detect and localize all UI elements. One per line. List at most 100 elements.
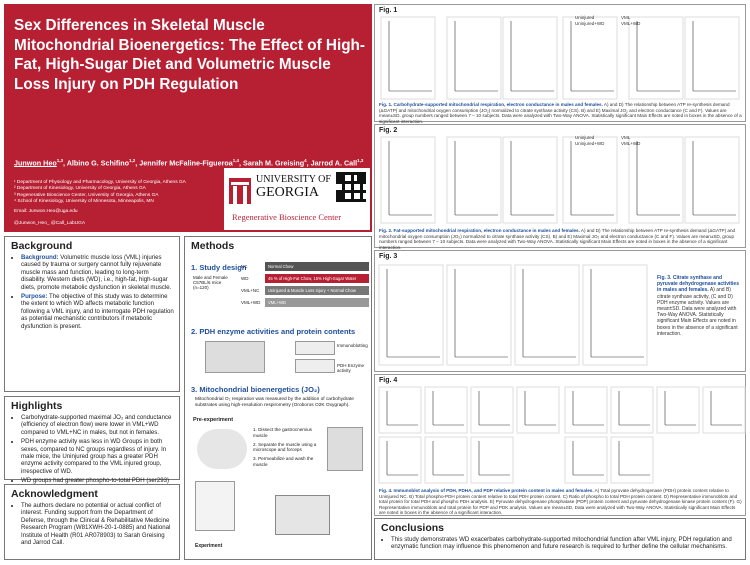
list: Carbohydrate-supported maximal JO₂ and c… [5,414,179,492]
acknowledgment-section: Acknowledgment The authors declare no po… [4,484,180,560]
legend-label: Uninjured+WD [575,141,605,146]
qr-cell [336,172,339,175]
panel [446,136,502,224]
author-sup: 1,4 [232,158,240,163]
heading: Conclusions [381,522,445,534]
panel [702,386,746,434]
qr-cell [363,190,366,193]
heading: Methods [191,240,235,252]
qr-cell [336,199,339,202]
legend-label: VML [621,135,631,140]
diet: Normal Chow [265,262,369,271]
panel [502,16,558,100]
qr-cell [339,190,342,193]
author-sup: 1,3 [357,158,364,163]
fig-label: Fig. 2 [379,127,398,134]
text: Carbohydrate-supported maximal JO₂ and c… [21,414,172,436]
heading: Acknowledgment [11,488,98,500]
panel [610,436,654,484]
qr-cell [342,172,345,175]
qr-cell [345,172,348,175]
panel [424,386,468,434]
legend-label: VML+WD [621,141,641,146]
social: @Junwon_Heo_ @Call_LabUGA [14,221,86,226]
chamber [195,481,235,531]
label: Immunoblotting [337,343,368,348]
qr-cell [342,199,345,202]
qr-cell [360,187,363,190]
logo-line1: UNIVERSITY OF [256,174,331,185]
conclusions-section: Conclusions This study demonstrates WD e… [374,518,746,560]
qr-cell [342,181,345,184]
qr-cell [351,196,354,199]
qr-cell [360,196,363,199]
qr-cell [360,193,363,196]
figure-2: Fig. 2 Uninjured VML Uninjured+WD VML+WD Fig.… [374,124,746,250]
qr-cell [342,175,345,178]
heading: Highlights [11,400,63,412]
logo: UNIVERSITY OF GEORGIA Regenerative Biosc… [224,168,370,230]
label: PDH Enzyme activity [337,363,365,373]
panel [446,16,502,100]
qr-cell [351,193,354,196]
email: Email: Junwon.Heo@uga.edu [14,209,78,214]
qr-cell [357,199,360,202]
panel [564,436,608,484]
group-row: NC Normal Chow [241,262,369,271]
qr-cell [363,178,366,181]
step: 3. Permeabilize and wash the muscle [253,456,314,467]
qr-cell [357,172,360,175]
qr-cell [336,181,339,184]
qr-cell [351,199,354,202]
legend-label: VML+WD [621,21,641,26]
step-title: 2. PDH enzyme activities and protein con… [191,327,356,336]
panel [562,136,618,224]
panel [378,264,444,366]
list-item: Purpose: The objective of this study was… [21,293,174,330]
qr-cell [351,172,354,175]
caption: Fig. 1. Carbohydrate-supported mitochond… [379,102,743,124]
legend-label: Uninjured [575,15,595,20]
panel [628,136,684,224]
panel [378,436,422,484]
qr-cell [354,181,357,184]
qr-cell [357,178,360,181]
list: The authors declare no potential or actu… [5,502,179,546]
group: WD [241,276,249,281]
author: Sarah M. Greising [243,158,305,168]
fig-label: Fig. 4 [379,377,398,384]
panel [378,386,422,434]
text: PDH enzyme activity was less in WD Group… [21,438,167,475]
qr-cell [351,175,354,178]
authors: Junwon Heo1,3, Albino G. Schifino1,2, Je… [14,158,364,168]
arch-icon [229,178,251,204]
note: Male and Female C57BL/6 mice (n=120) [193,275,228,290]
qr-cell [360,178,363,181]
list: This study demonstrates WD exacerbates c… [375,536,745,551]
affiliation: ⁴ School of Kinesiology, University of M… [14,199,154,205]
caption-text: A) and D) The relationship between ATP r… [379,102,742,124]
diet: VML+WD [265,298,369,307]
list-item: PDH enzyme activity was less in WD Group… [21,438,174,475]
panel [684,136,740,224]
author: Albino G. Schifino [66,158,130,168]
panels: Uninjured VML Uninjured+WD VML+WD [380,15,740,100]
header: Sex Differences in Skeletal Muscle Mitoc… [4,4,372,232]
fig-label: Fig. 3 [379,253,398,260]
panel [656,386,700,434]
panel [502,136,558,224]
qr-cell [342,187,345,190]
qr-cell [357,190,360,193]
qr-cell [357,181,360,184]
qr-cell [339,181,342,184]
author-sup: 1,2 [129,158,136,163]
affiliation: ³ Regenerative Bioscience Center, Univer… [14,192,159,198]
legend-label: Uninjured+WD [575,21,605,26]
qr-cell [351,184,354,187]
qr-cell [345,199,348,202]
label: Pre-experiment [193,417,234,423]
qr-cell [336,196,339,199]
qr-cell [360,190,363,193]
legend-label: VML [621,15,631,20]
